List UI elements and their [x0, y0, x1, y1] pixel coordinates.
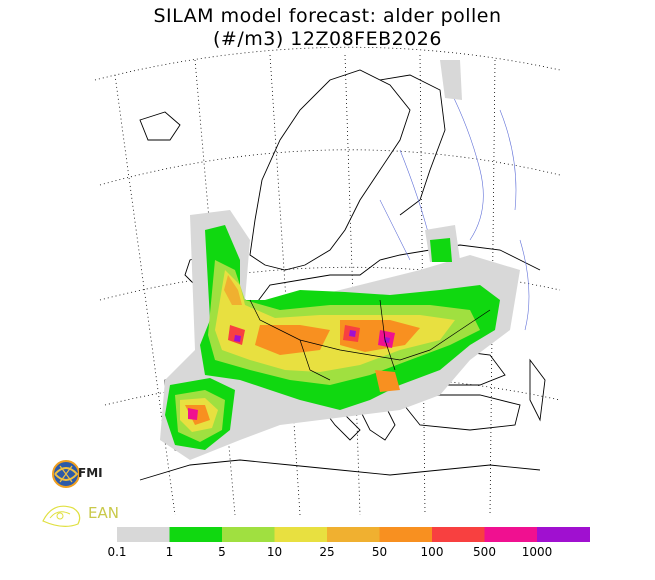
legend-colorbar — [117, 527, 590, 542]
legend-tick-label: 1000 — [521, 545, 553, 559]
legend-tick-label: 0.1 — [107, 545, 127, 559]
ean-logo-icon — [42, 505, 81, 527]
legend-swatch-4 — [327, 527, 380, 542]
ean-logo-label: EAN — [88, 504, 119, 522]
fmi-logo-label: FMI — [78, 466, 103, 480]
legend-swatch-7 — [484, 527, 538, 542]
legend-swatch-1 — [169, 527, 223, 542]
legend-tick-label: 5 — [218, 545, 226, 559]
legend-tick-label: 25 — [319, 545, 335, 559]
map-title-line-1: SILAM model forecast: alder pollen — [153, 5, 502, 27]
legend-swatch-2 — [222, 527, 275, 542]
legend-swatch-0 — [117, 527, 170, 542]
legend-swatch-8 — [537, 527, 590, 542]
legend-tick-label: 10 — [266, 545, 283, 559]
map-title-line-2: (#/m3) 12Z08FEB2026 — [213, 28, 442, 50]
legend-tick-label: 1 — [165, 545, 174, 559]
legend-tick-label: 100 — [420, 545, 444, 559]
fmi-logo-icon — [52, 460, 80, 488]
legend-swatch-6 — [432, 527, 485, 542]
legend-swatch-5 — [379, 527, 433, 542]
legend-tick-label: 500 — [473, 545, 496, 559]
concentration-field — [160, 60, 520, 460]
legend-tick-label: 50 — [371, 545, 388, 559]
legend-swatch-3 — [274, 527, 328, 542]
